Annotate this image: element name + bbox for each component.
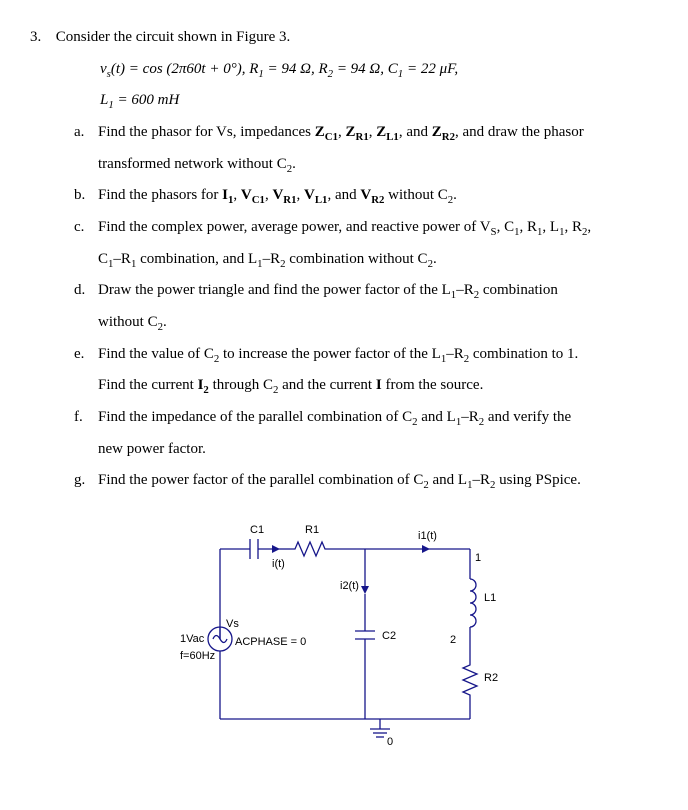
part-e: e. Find the value of C2 to increase the … — [74, 339, 658, 402]
part-label: f. — [74, 402, 98, 465]
part-label: e. — [74, 339, 98, 402]
inductor-l1 — [470, 579, 476, 627]
circuit-svg: C1 R1 i1(t) i(t) i2(t) L1 Vs 1Vac ACPHAS… — [180, 509, 510, 759]
part-body: Find the phasor for Vs, impedances ZC1, … — [98, 117, 658, 180]
problem-header: 3. Consider the circuit shown in Figure … — [30, 22, 658, 54]
part-line: Draw the power triangle and find the pow… — [98, 275, 658, 307]
problem-number: 3. — [30, 22, 52, 54]
part-label: g. — [74, 465, 98, 497]
label-freq: f=60Hz — [180, 650, 215, 662]
label-r2: R2 — [484, 672, 498, 684]
label-vac: 1Vac — [180, 633, 205, 645]
part-line: transformed network without C2. — [98, 149, 658, 181]
arrow-icon — [272, 545, 280, 553]
label-node1: 1 — [475, 552, 481, 564]
label-it: i(t) — [272, 558, 285, 570]
given-line-1: vs(t) = cos (2π60t + 0°), R1 = 94 Ω, R2 … — [100, 54, 658, 86]
part-body: Find the power factor of the parallel co… — [98, 465, 658, 497]
part-line: Find the value of C2 to increase the pow… — [98, 339, 658, 371]
arrow-icon — [361, 586, 369, 594]
part-a: a. Find the phasor for Vs, impedances ZC… — [74, 117, 658, 180]
part-d: d. Draw the power triangle and find the … — [74, 275, 658, 338]
part-line: without C2. — [98, 307, 658, 339]
part-g: g. Find the power factor of the parallel… — [74, 465, 658, 497]
label-r1: R1 — [305, 524, 319, 536]
arrow-icon — [422, 545, 430, 553]
label-i2: i2(t) — [340, 580, 359, 592]
part-line: Find the complex power, average power, a… — [98, 212, 658, 244]
label-acphase: ACPHASE = 0 — [235, 636, 306, 648]
part-line: Find the phasor for Vs, impedances ZC1, … — [98, 117, 658, 149]
part-label: b. — [74, 180, 98, 212]
problem-intro: Consider the circuit shown in Figure 3. — [56, 29, 291, 45]
resistor-r2 — [463, 659, 477, 719]
part-body: Find the impedance of the parallel combi… — [98, 402, 658, 465]
part-line: C1–R1 combination, and L1–R2 combination… — [98, 244, 658, 276]
label-c2: C2 — [382, 630, 396, 642]
part-body: Draw the power triangle and find the pow… — [98, 275, 658, 338]
label-c1: C1 — [250, 524, 264, 536]
part-label: a. — [74, 117, 98, 180]
label-i1: i1(t) — [418, 530, 437, 542]
circuit-diagram: C1 R1 i1(t) i(t) i2(t) L1 Vs 1Vac ACPHAS… — [180, 509, 658, 772]
part-line: Find the current I2 through C2 and the c… — [98, 370, 658, 402]
resistor-r1 — [290, 542, 330, 556]
part-body: Find the value of C2 to increase the pow… — [98, 339, 658, 402]
part-body: Find the phasors for I1, VC1, VR1, VL1, … — [98, 180, 658, 212]
label-node2: 2 — [450, 634, 456, 646]
label-vs: Vs — [226, 618, 239, 630]
part-label: d. — [74, 275, 98, 338]
part-label: c. — [74, 212, 98, 275]
label-gnd: 0 — [387, 736, 393, 748]
part-line: new power factor. — [98, 434, 658, 466]
label-l1: L1 — [484, 592, 496, 604]
part-f: f. Find the impedance of the parallel co… — [74, 402, 658, 465]
part-line: Find the impedance of the parallel combi… — [98, 402, 658, 434]
part-b: b. Find the phasors for I1, VC1, VR1, VL… — [74, 180, 658, 212]
part-c: c. Find the complex power, average power… — [74, 212, 658, 275]
part-body: Find the complex power, average power, a… — [98, 212, 658, 275]
given-line-2: L1 = 600 mH — [100, 85, 658, 117]
